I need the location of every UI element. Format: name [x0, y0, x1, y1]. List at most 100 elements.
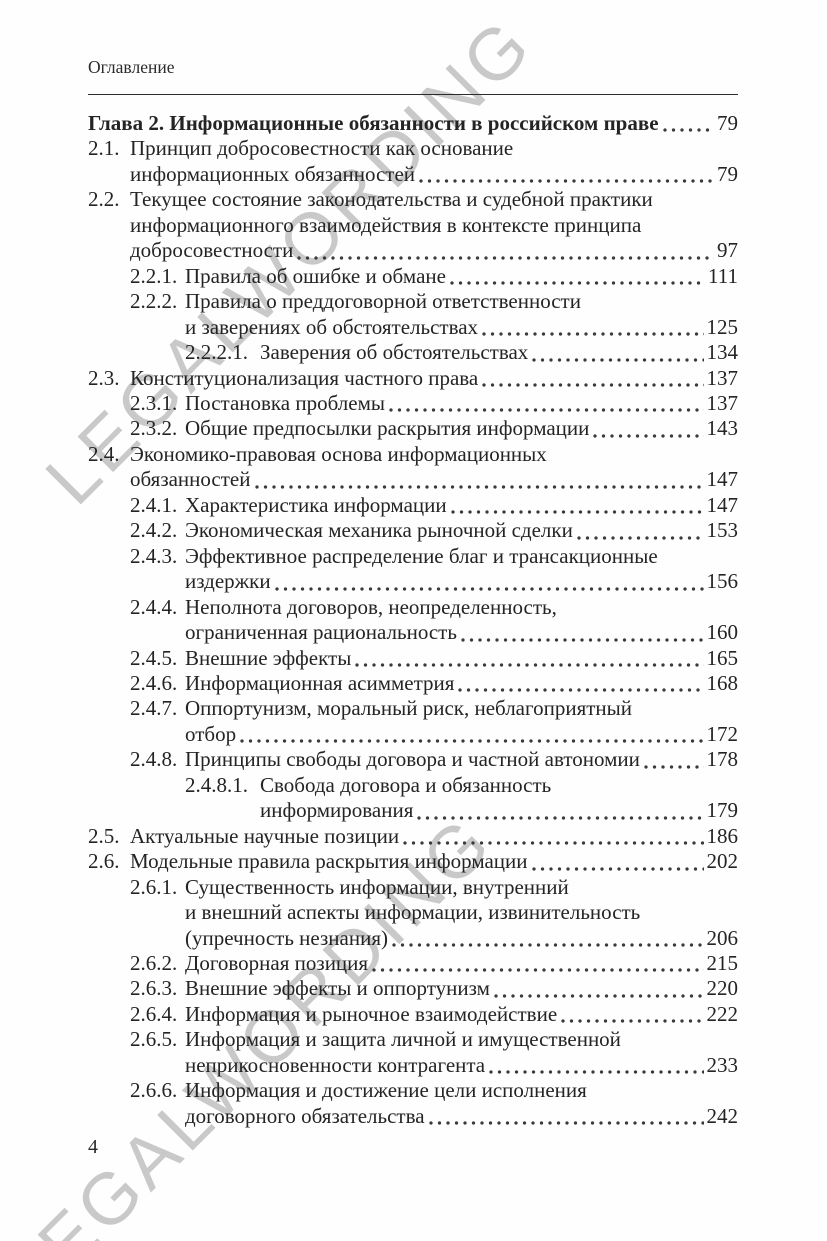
- toc-line: 2.6.4. Информация и рыночное взаимодейств…: [88, 1002, 738, 1027]
- dot-leader: [403, 841, 704, 846]
- page-ref: 233: [706, 1052, 739, 1077]
- entry-text: Глава 2. Информационные обязанности в ро…: [88, 111, 659, 135]
- page-ref: 79: [717, 161, 738, 186]
- toc-line: ограниченная рациональность 160: [88, 620, 738, 645]
- toc-line: 2.6.6. Информация и достижение цели испол…: [88, 1078, 738, 1103]
- toc-line: (упречность незнания) 206: [88, 926, 738, 951]
- toc-line: 2.6.1. Существенность информации, внутрен…: [88, 875, 738, 900]
- entry-number: 2.6.2.: [130, 950, 178, 975]
- toc-line: 2.5. Актуальные научные позиции 186: [88, 824, 738, 849]
- dot-leader: [561, 1019, 704, 1024]
- page-ref: 79: [717, 111, 738, 135]
- entry-number: 2.4.7.: [130, 696, 178, 721]
- entry-text: (упречность незнания): [185, 925, 388, 950]
- page-ref: 97: [717, 238, 738, 263]
- page-ref: 206: [706, 925, 739, 950]
- entry-number: 2.3.: [88, 365, 120, 390]
- page-ref: 137: [706, 365, 739, 390]
- toc-line: 2.6. Модельные правила раскрытия информац…: [88, 849, 738, 874]
- toc-line: 2.3.2. Общие предпосылки раскрытия информ…: [88, 416, 738, 441]
- dot-leader: [662, 128, 714, 133]
- entry-text: добросовестности: [130, 238, 294, 263]
- entry-text: обязанностей: [130, 467, 251, 492]
- toc-line: 2.6.3. Внешние эффекты и оппортунизм 220: [88, 976, 738, 1001]
- entry-text: Актуальные научные позиции: [130, 823, 400, 848]
- toc: Глава 2. Информационные обязанности в ро…: [88, 111, 738, 1129]
- page-ref: 137: [706, 390, 739, 415]
- toc-line: Глава 2. Информационные обязанности в ро…: [88, 111, 738, 136]
- entry-number: 2.5.: [88, 823, 120, 848]
- entry-number: 2.6.1.: [130, 874, 178, 899]
- toc-line: информирования 179: [88, 798, 738, 823]
- entry-text: Внешние эффекты: [185, 645, 352, 670]
- toc-line: 2.3.1. Постановка проблемы 137: [88, 391, 738, 416]
- entry-text: Свобода договора и обязанность: [260, 772, 552, 797]
- page-ref: 215: [706, 950, 739, 975]
- dot-leader: [458, 688, 704, 693]
- dot-leader: [274, 586, 704, 591]
- dot-leader: [450, 510, 704, 515]
- page-ref: 160: [706, 620, 739, 645]
- entry-text: Внешние эффекты и оппортунизм: [185, 976, 490, 1001]
- dot-leader: [297, 255, 714, 260]
- dot-leader: [355, 662, 704, 667]
- toc-line: информационного взаимодействия в контекс…: [88, 213, 738, 238]
- entry-number: 2.4.8.1.: [185, 772, 248, 797]
- dot-leader: [417, 815, 704, 820]
- page-ref: 125: [706, 314, 739, 339]
- entry-number: 2.2.2.: [130, 289, 178, 314]
- entry-number: 2.4.1.: [130, 492, 178, 517]
- page-ref: 143: [706, 416, 739, 441]
- entry-number: 2.4.4.: [130, 594, 178, 619]
- entry-text: отбор: [185, 721, 237, 746]
- page-ref: 147: [706, 492, 739, 517]
- dot-leader: [372, 968, 704, 973]
- dot-leader: [391, 942, 704, 947]
- entry-number: 2.6.4.: [130, 1001, 178, 1026]
- dot-leader: [428, 1121, 704, 1126]
- entry-text: Заверения об обстоятельствах: [260, 340, 529, 365]
- page-ref: 156: [706, 569, 739, 594]
- toc-line: договорного обязательства 242: [88, 1104, 738, 1129]
- entry-text: Оппортунизм, моральный риск, неблагоприя…: [185, 696, 632, 721]
- toc-line: 2.4.2. Экономическая механика рыночной сд…: [88, 518, 738, 543]
- entry-text: Экономико-правовая основа информационных: [130, 441, 547, 466]
- page-ref: 186: [706, 823, 739, 848]
- page-ref: 168: [706, 670, 739, 695]
- page-ref: 172: [706, 721, 739, 746]
- page-ref: 222: [706, 1001, 739, 1026]
- dot-leader: [531, 866, 704, 871]
- toc-line: издержки 156: [88, 569, 738, 594]
- entry-number: 2.3.1.: [130, 390, 178, 415]
- toc-line: 2.2. Текущее состояние законодательства и…: [88, 187, 738, 212]
- entry-number: 2.3.2.: [130, 416, 178, 441]
- page-ref: 111: [708, 263, 738, 288]
- entry-text: Договорная позиция: [185, 950, 369, 975]
- toc-line: 2.4.8. Принципы свободы договора и частно…: [88, 747, 738, 772]
- entry-text: Принципы свободы договора и частной авто…: [185, 747, 640, 772]
- dot-leader: [493, 993, 704, 998]
- entry-text: Текущее состояние законодательства и суд…: [130, 187, 653, 212]
- toc-line: 2.4. Экономико-правовая основа информацио…: [88, 442, 738, 467]
- dot-leader: [482, 332, 704, 337]
- toc-line: и внешний аспекты информации, извинитель…: [88, 900, 738, 925]
- page-ref: 153: [706, 518, 739, 543]
- footer-page-number: 4: [88, 1136, 98, 1158]
- entry-text: Принцип добросовестности как основание: [130, 136, 514, 161]
- entry-number: 2.4.8.: [130, 747, 178, 772]
- toc-line: 2.4.3. Эффективное распределение благ и т…: [88, 544, 738, 569]
- entry-text: информационного взаимодействия в контекс…: [130, 212, 642, 237]
- entry-number: 2.6.3.: [130, 976, 178, 1001]
- toc-line: 2.4.5. Внешние эффекты 165: [88, 646, 738, 671]
- entry-text: неприкосновенности контрагента: [185, 1052, 486, 1077]
- entry-text: Правила об ошибке и обмане: [185, 263, 446, 288]
- page-ref: 179: [706, 798, 739, 823]
- entry-text: Эффективное распределение благ и трансак…: [185, 543, 658, 568]
- entry-text: информационных обязанностей: [130, 161, 416, 186]
- toc-line: 2.4.6. Информационная асимметрия 168: [88, 671, 738, 696]
- dot-leader: [593, 433, 704, 438]
- entry-number: 2.4.: [88, 441, 120, 466]
- toc-line: 2.4.1. Характеристика информации 147: [88, 493, 738, 518]
- entry-number: 2.2.2.1.: [185, 340, 248, 365]
- entry-number: 2.4.3.: [130, 543, 178, 568]
